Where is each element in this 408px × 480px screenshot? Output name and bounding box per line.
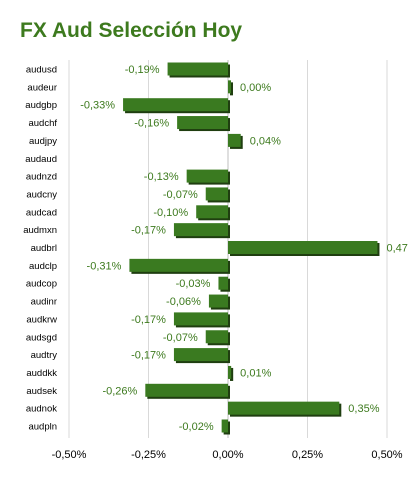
category-label: audgbp <box>25 100 57 111</box>
bar <box>145 383 228 397</box>
value-label: -0,31% <box>87 260 122 272</box>
bar <box>205 187 228 201</box>
value-label: 0,47 <box>386 243 407 255</box>
bar-shadow <box>230 367 234 381</box>
bar <box>228 133 241 147</box>
value-label: 0,00% <box>240 82 271 94</box>
value-label: -0,02% <box>179 421 214 433</box>
value-label: -0,06% <box>166 296 201 308</box>
category-label: audtry <box>31 350 58 361</box>
bar <box>196 205 228 219</box>
bar <box>173 223 228 237</box>
bar <box>228 241 378 254</box>
category-label: audcop <box>26 279 57 290</box>
value-label: -0,17% <box>131 225 166 237</box>
category-label: audsek <box>26 386 57 397</box>
bar <box>218 276 228 290</box>
category-label: audmxn <box>23 225 57 236</box>
bar <box>208 294 228 308</box>
category-label: audpln <box>28 422 57 433</box>
value-label: -0,17% <box>131 350 166 362</box>
bar <box>228 365 232 379</box>
bar <box>228 80 231 94</box>
chart-title: FX Aud Selección Hoy <box>20 19 243 42</box>
bar <box>205 330 228 344</box>
bar <box>177 116 228 130</box>
value-label: -0,03% <box>176 278 211 290</box>
category-label: audchf <box>28 118 57 129</box>
category-label: audsgd <box>26 332 57 343</box>
bar <box>186 169 228 183</box>
category-label: audaud <box>25 154 57 165</box>
category-label: audkrw <box>26 314 57 325</box>
value-label: 0,35% <box>348 403 379 415</box>
bar <box>173 312 228 326</box>
value-label: -0,33% <box>80 100 115 112</box>
x-tick-label: -0,50% <box>52 449 87 461</box>
value-label: -0,10% <box>153 207 188 219</box>
category-label: audnok <box>26 404 57 415</box>
value-label: 0,01% <box>240 367 271 379</box>
category-label: audclp <box>29 261 57 272</box>
value-label: 0,04% <box>250 135 281 147</box>
bar <box>167 62 228 76</box>
category-label: audjpy <box>29 136 57 147</box>
bar <box>221 419 228 433</box>
value-label: -0,26% <box>102 385 137 397</box>
bar-shadow <box>230 82 233 96</box>
category-label: audcad <box>26 207 57 218</box>
category-label: audinr <box>31 297 57 308</box>
bar <box>228 401 340 415</box>
value-label: -0,13% <box>144 171 179 183</box>
bar <box>173 348 228 362</box>
category-label: audeur <box>27 82 57 93</box>
x-tick-label: 0,50% <box>371 449 402 461</box>
category-label: audusd <box>26 65 57 76</box>
bar <box>123 98 228 112</box>
x-tick-label: -0,25% <box>131 449 166 461</box>
value-label: -0,07% <box>163 189 198 201</box>
category-label: audnzd <box>26 172 57 183</box>
category-label: audcny <box>26 189 57 200</box>
x-tick-label: 0,00% <box>212 449 243 461</box>
category-label: audbrl <box>31 243 57 254</box>
x-tick-label: 0,25% <box>292 449 323 461</box>
value-label: -0,07% <box>163 332 198 344</box>
value-label: -0,16% <box>134 118 169 130</box>
category-label: auddkk <box>26 368 57 379</box>
bar <box>129 258 228 272</box>
value-label: -0,17% <box>131 314 166 326</box>
value-label: -0,19% <box>125 64 160 76</box>
